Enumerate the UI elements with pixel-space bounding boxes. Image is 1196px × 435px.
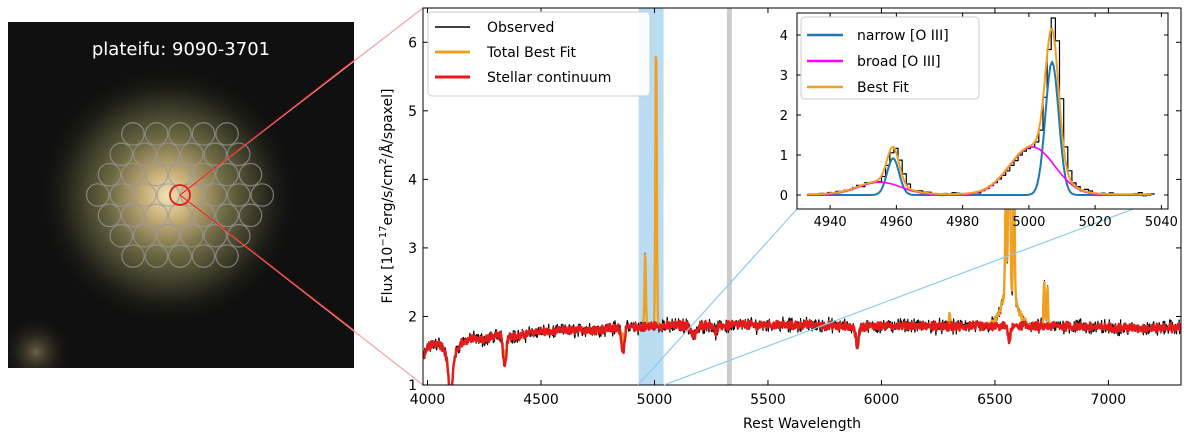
inset-y-ticks: 0 1 2 3 4 bbox=[780, 29, 1168, 204]
galaxy-image-panel: plateifu: 9090-3701 bbox=[8, 22, 354, 368]
inset-chart: 4940 4960 4980 5000 5020 5040 0 1 2 3 4 narrow [O… bbox=[780, 12, 1178, 230]
x-axis-title: Rest Wavelength bbox=[743, 416, 861, 432]
inset-y-tick-label: 4 bbox=[780, 29, 788, 44]
ifu-fiber bbox=[156, 183, 181, 207]
legend-label-observed: Observed bbox=[487, 20, 554, 36]
ifu-fiber bbox=[132, 142, 157, 167]
y-tick-label: 2 bbox=[408, 309, 417, 325]
zoom-connector-lines bbox=[179, 7, 424, 386]
ifu-fiber bbox=[144, 203, 169, 228]
x-tick-label: 6500 bbox=[977, 392, 1013, 408]
ifu-fiber bbox=[121, 244, 145, 268]
x-tick-label: 7000 bbox=[1091, 392, 1127, 408]
stellar-continuum-line bbox=[423, 319, 1181, 385]
ifu-fiber bbox=[109, 183, 134, 207]
legend-label-narrow: narrow [O III] bbox=[857, 28, 949, 44]
inset-x-tick-label: 4980 bbox=[946, 215, 979, 230]
inset-legend-box bbox=[800, 16, 980, 100]
inset-x-tick-label: 4940 bbox=[814, 215, 847, 230]
ifu-fiber bbox=[85, 183, 110, 207]
x-tick-label: 4500 bbox=[523, 392, 559, 408]
inset-axes-frame bbox=[796, 12, 1169, 210]
ifu-fiber bbox=[144, 162, 169, 187]
inset-x-tick-label: 5020 bbox=[1079, 215, 1112, 230]
x-tick-label: 5000 bbox=[637, 392, 673, 408]
inset-legend: narrow [O III] broad [O III] Best Fit bbox=[800, 16, 980, 100]
ifu-fiber bbox=[203, 142, 228, 167]
inset-x-ticks: 4940 4960 4980 5000 5020 5040 bbox=[814, 13, 1178, 230]
y-axis-title: Flux [10−17erg/s/cm2/Å/spaxel] bbox=[378, 89, 396, 304]
spectrum-legend-box bbox=[427, 11, 651, 97]
inset-y-tick-label: 1 bbox=[780, 149, 788, 164]
ifu-fiber bbox=[191, 244, 216, 268]
ifu-fiber bbox=[250, 183, 275, 207]
ifu-fiber bbox=[109, 142, 134, 167]
legend-label-best-fit: Best Fit bbox=[857, 80, 909, 96]
ifu-fiber bbox=[203, 183, 228, 207]
ifu-fiber bbox=[144, 122, 169, 146]
ifu-fiber bbox=[168, 244, 192, 268]
x-tick-label: 4000 bbox=[410, 392, 446, 408]
ifu-fiber bbox=[191, 162, 216, 187]
spectrum-x-ticks: 4000 4500 5000 5500 6000 6500 7000 bbox=[410, 8, 1126, 408]
ifu-fiber bbox=[226, 183, 251, 207]
y-tick-label: 4 bbox=[408, 172, 417, 188]
y-tick-label: 1 bbox=[408, 378, 417, 394]
x-tick-label: 5500 bbox=[750, 392, 786, 408]
ifu-fiber bbox=[191, 122, 216, 146]
ifu-fiber bbox=[97, 203, 122, 228]
legend-label-total-best-fit: Total Best Fit bbox=[486, 45, 577, 61]
ifu-fiber bbox=[215, 122, 239, 146]
ifu-fiber bbox=[215, 244, 239, 268]
ifu-fiber bbox=[238, 162, 263, 187]
inset-x-tick-label: 5000 bbox=[1012, 215, 1045, 230]
inset-x-tick-label: 5040 bbox=[1145, 215, 1178, 230]
ifu-fiber bbox=[109, 223, 134, 248]
inset-x-tick-label: 4960 bbox=[880, 215, 913, 230]
spectrum-axes-frame bbox=[422, 7, 1182, 386]
ifu-fiber bbox=[168, 122, 192, 146]
ifu-fiber bbox=[179, 223, 204, 248]
ifu-fiber bbox=[132, 223, 157, 248]
ifu-fiber bbox=[179, 142, 204, 167]
inset-best-fit-line bbox=[806, 27, 1152, 196]
y-tick-label: 6 bbox=[408, 35, 417, 51]
ifu-fiber bbox=[156, 223, 181, 248]
x-tick-label: 6000 bbox=[864, 392, 900, 408]
spectrum-chart: 4000 4500 5000 5500 6000 6500 7000 1 2 3 4 5 6 Rest… bbox=[378, 7, 1182, 432]
ifu-fiber bbox=[144, 244, 169, 268]
y-tick-label: 5 bbox=[408, 104, 417, 120]
spectrum-y-ticks: 1 2 3 4 5 6 bbox=[408, 35, 1181, 394]
ifu-fiber bbox=[121, 162, 145, 187]
ifu-fiber bbox=[203, 223, 228, 248]
ifu-fiber bbox=[226, 142, 251, 167]
ifu-fiber bbox=[121, 122, 145, 146]
inset-connector-lines bbox=[637, 195, 1169, 386]
ifu-fiber bbox=[191, 203, 216, 228]
inset-y-tick-label: 3 bbox=[780, 69, 788, 84]
ifu-fiber bbox=[156, 142, 181, 167]
neighbor-galaxy bbox=[8, 316, 72, 368]
spectrum-legend: Observed Total Best Fit Stellar continuu… bbox=[427, 11, 651, 97]
ifu-fiber bbox=[215, 203, 239, 228]
ifu-fiber bbox=[97, 162, 122, 187]
ifu-fiber bbox=[238, 203, 263, 228]
legend-label-broad: broad [O III] bbox=[857, 54, 941, 70]
y-tick-label: 3 bbox=[408, 241, 417, 257]
inset-narrow-line bbox=[806, 60, 1152, 196]
ifu-fiber bbox=[215, 162, 239, 187]
inset-y-tick-label: 2 bbox=[780, 109, 788, 124]
galaxy-glow bbox=[38, 66, 298, 326]
inset-y-tick-label: 0 bbox=[780, 189, 788, 204]
ifu-fiber bbox=[121, 203, 145, 228]
legend-label-stellar-continuum: Stellar continuum bbox=[487, 70, 611, 86]
ifu-fiber bbox=[226, 223, 251, 248]
plateifu-label: plateifu: 9090-3701 bbox=[92, 39, 270, 60]
ifu-fiber bbox=[132, 183, 157, 207]
selected-spaxel bbox=[169, 184, 191, 206]
